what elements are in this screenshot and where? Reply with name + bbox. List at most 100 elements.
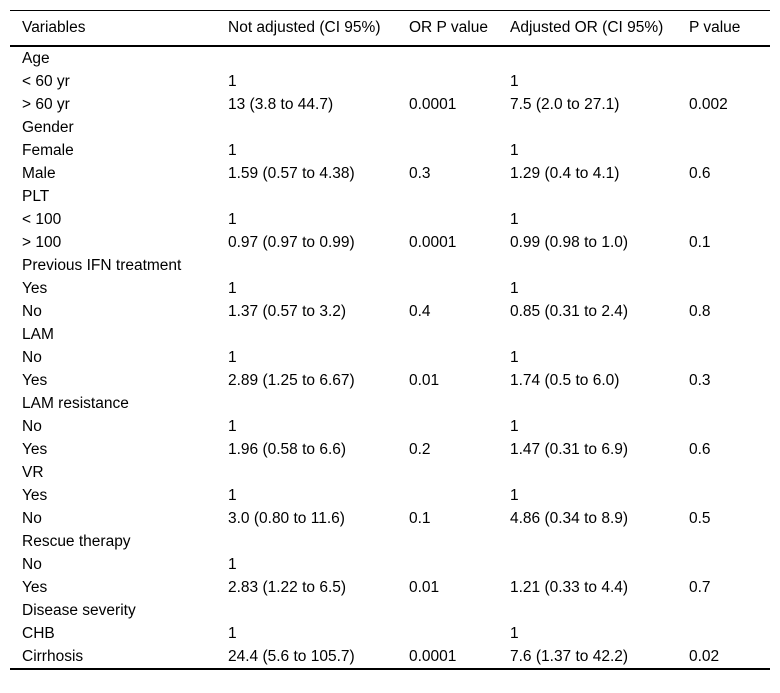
column-header-or-p-value: OR P value bbox=[409, 10, 510, 47]
adjusted-or-cell bbox=[510, 46, 689, 70]
data-row: Female 1 1 bbox=[10, 139, 770, 162]
unadjusted-or-cell bbox=[228, 185, 409, 208]
p-value-cell bbox=[689, 323, 770, 346]
or-p-value-cell: 0.01 bbox=[409, 579, 440, 596]
variable-cell: Rescue therapy bbox=[22, 533, 131, 550]
variable-cell: CHB bbox=[22, 625, 55, 642]
p-value-cell bbox=[689, 254, 770, 277]
or-p-value-cell: 0.4 bbox=[409, 303, 431, 320]
p-value-cell bbox=[689, 461, 770, 484]
unadjusted-or-cell bbox=[228, 530, 409, 553]
p-value-cell: 0.8 bbox=[689, 303, 711, 320]
adjusted-or-cell bbox=[510, 392, 689, 415]
p-value-cell bbox=[689, 530, 770, 553]
variable-group-row: LAM bbox=[10, 323, 770, 346]
p-value-cell: 0.5 bbox=[689, 510, 711, 527]
or-p-value-cell bbox=[409, 70, 510, 93]
p-value-cell bbox=[689, 622, 770, 645]
adjusted-or-cell bbox=[510, 116, 689, 139]
p-value-cell: 0.002 bbox=[689, 96, 728, 113]
unadjusted-or-cell: 2.89 (1.25 to 6.67) bbox=[228, 372, 355, 389]
data-row: Male 1.59 (0.57 to 4.38) 0.3 1.29 (0.4 to 4… bbox=[10, 162, 770, 185]
p-value-cell: 0.6 bbox=[689, 165, 711, 182]
data-row: Yes 1 1 bbox=[10, 277, 770, 300]
data-row: > 60 yr 13 (3.8 to 44.7) 0.0001 7.5 (2.0 to… bbox=[10, 93, 770, 116]
adjusted-or-cell bbox=[510, 530, 689, 553]
or-p-value-cell bbox=[409, 185, 510, 208]
odds-ratio-regression-table: Variables Not adjusted (CI 95%) OR P val… bbox=[10, 10, 770, 670]
data-row: < 100 1 1 bbox=[10, 208, 770, 231]
variable-cell: Gender bbox=[22, 119, 74, 136]
data-row: CHB 1 1 bbox=[10, 622, 770, 645]
or-p-value-cell: 0.0001 bbox=[409, 96, 457, 113]
or-p-value-cell: 0.1 bbox=[409, 510, 431, 527]
unadjusted-or-cell bbox=[228, 254, 409, 277]
adjusted-or-cell: 1.29 (0.4 to 4.1) bbox=[510, 165, 620, 182]
unadjusted-or-cell: 24.4 (5.6 to 105.7) bbox=[228, 648, 355, 665]
adjusted-or-cell: 0.99 (0.98 to 1.0) bbox=[510, 234, 629, 251]
or-p-value-cell bbox=[409, 622, 510, 645]
adjusted-or-cell bbox=[510, 553, 689, 576]
column-header-not-adjusted-or: Not adjusted (CI 95%) bbox=[228, 10, 409, 47]
adjusted-or-cell: 4.86 (0.34 to 8.9) bbox=[510, 510, 629, 527]
p-value-cell bbox=[689, 46, 770, 70]
variable-cell: LAM resistance bbox=[22, 395, 129, 412]
p-value-cell bbox=[689, 277, 770, 300]
data-row: No 1 1 bbox=[10, 415, 770, 438]
variable-cell: Disease severity bbox=[22, 602, 136, 619]
data-row: No 1 1 bbox=[10, 346, 770, 369]
p-value-cell bbox=[689, 392, 770, 415]
p-value-cell: 0.02 bbox=[689, 648, 720, 665]
adjusted-or-cell: 1.21 (0.33 to 4.4) bbox=[510, 579, 629, 596]
data-row: Cirrhosis 24.4 (5.6 to 105.7) 0.0001 7.6 (1… bbox=[10, 645, 770, 669]
or-p-value-cell bbox=[409, 530, 510, 553]
or-p-value-cell bbox=[409, 461, 510, 484]
or-p-value-cell bbox=[409, 139, 510, 162]
variable-group-row: Previous IFN treatment bbox=[10, 254, 770, 277]
variable-cell: VR bbox=[22, 464, 44, 481]
variable-cell: Yes bbox=[22, 487, 48, 504]
or-p-value-cell: 0.3 bbox=[409, 165, 431, 182]
p-value-cell: 0.1 bbox=[689, 234, 711, 251]
variable-cell: Yes bbox=[22, 441, 48, 458]
data-row: > 100 0.97 (0.97 to 0.99) 0.0001 0.99 (0.98… bbox=[10, 231, 770, 254]
or-p-value-cell: 0.0001 bbox=[409, 234, 457, 251]
p-value-cell bbox=[689, 70, 770, 93]
or-p-value-cell bbox=[409, 277, 510, 300]
adjusted-or-cell bbox=[510, 461, 689, 484]
unadjusted-or-cell bbox=[228, 392, 409, 415]
unadjusted-or-cell bbox=[228, 323, 409, 346]
p-value-cell bbox=[689, 415, 770, 438]
or-p-value-cell bbox=[409, 484, 510, 507]
or-p-value-cell bbox=[409, 553, 510, 576]
unadjusted-or-cell: 13 (3.8 to 44.7) bbox=[228, 96, 334, 113]
p-value-cell bbox=[689, 208, 770, 231]
unadjusted-or-cell: 1 bbox=[228, 142, 237, 159]
variable-group-row: Disease severity bbox=[10, 599, 770, 622]
or-p-value-cell bbox=[409, 323, 510, 346]
unadjusted-or-cell: 1 bbox=[228, 73, 237, 90]
table-body: Age < 60 yr 1 1 > 60 yr 13 (3.8 to 44.7) 0.000… bbox=[10, 46, 770, 669]
table-header: Variables Not adjusted (CI 95%) OR P val… bbox=[10, 10, 770, 47]
unadjusted-or-cell: 1.96 (0.58 to 6.6) bbox=[228, 441, 347, 458]
variable-cell: > 100 bbox=[22, 234, 62, 251]
or-p-value-cell: 0.2 bbox=[409, 441, 431, 458]
p-value-cell: 0.7 bbox=[689, 579, 711, 596]
unadjusted-or-cell: 1 bbox=[228, 418, 237, 435]
variable-cell: Cirrhosis bbox=[22, 648, 84, 665]
variable-cell: < 60 yr bbox=[22, 73, 70, 90]
adjusted-or-cell bbox=[510, 599, 689, 622]
unadjusted-or-cell: 1 bbox=[228, 280, 237, 297]
unadjusted-or-cell: 1 bbox=[228, 556, 237, 573]
data-row: Yes 1 1 bbox=[10, 484, 770, 507]
unadjusted-or-cell: 1 bbox=[228, 625, 237, 642]
adjusted-or-cell: 7.6 (1.37 to 42.2) bbox=[510, 648, 629, 665]
adjusted-or-cell bbox=[510, 185, 689, 208]
adjusted-or-cell: 1.47 (0.31 to 6.9) bbox=[510, 441, 629, 458]
variable-cell: > 60 yr bbox=[22, 96, 70, 113]
or-p-value-cell bbox=[409, 46, 510, 70]
or-p-value-cell bbox=[409, 254, 510, 277]
adjusted-or-cell: 1 bbox=[510, 349, 519, 366]
variable-cell: No bbox=[22, 418, 42, 435]
adjusted-or-cell: 0.85 (0.31 to 2.4) bbox=[510, 303, 629, 320]
